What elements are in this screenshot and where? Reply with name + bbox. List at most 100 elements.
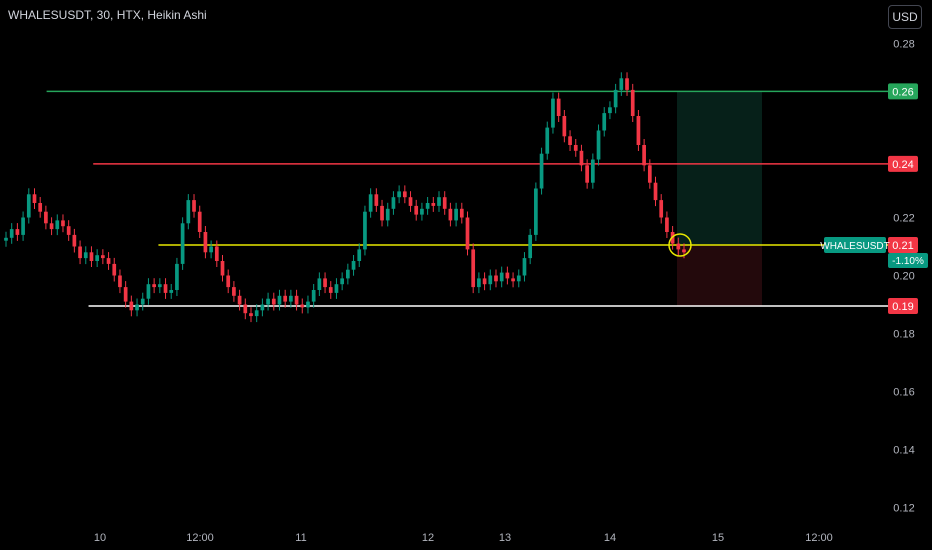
x-tick-label: 11	[295, 532, 306, 544]
candle-body	[169, 290, 174, 293]
candle-body	[408, 197, 413, 206]
candle-body	[528, 234, 533, 259]
support-price-text: 0.19	[892, 301, 913, 313]
change-tag-text: -1.10%	[892, 256, 924, 267]
candle-body	[232, 287, 236, 296]
support-price-tag	[888, 297, 918, 314]
candle-body	[78, 246, 82, 259]
x-tick-label: 12:00	[186, 532, 214, 544]
candle-body	[140, 298, 145, 305]
candle-body	[197, 211, 202, 232]
resistance-price-tag	[888, 155, 918, 172]
candle-body	[180, 223, 185, 264]
y-tick-label: 0.16	[893, 387, 914, 399]
candle-body	[203, 232, 208, 253]
candle-body	[254, 310, 259, 317]
candle-body	[55, 220, 60, 230]
candle-body	[146, 284, 151, 299]
candle-body	[271, 298, 276, 305]
candle-body	[351, 261, 356, 270]
entry-marker-circle	[668, 233, 692, 257]
candle-body	[488, 275, 493, 285]
take-profit-price-text: 0.26	[892, 86, 913, 98]
candle-body	[294, 295, 299, 305]
candle-body	[642, 145, 646, 166]
candle-body	[44, 211, 48, 224]
candle-body	[334, 284, 339, 293]
candle-body	[494, 275, 498, 282]
candle-body	[414, 205, 419, 215]
candle-body	[442, 197, 447, 209]
candle-body	[465, 217, 470, 250]
candle-body	[573, 145, 578, 151]
change-tag	[888, 253, 928, 269]
long-position-tool	[677, 91, 762, 306]
candle-body	[585, 165, 589, 183]
target-zone	[677, 91, 762, 246]
y-tick-label: 0.28	[893, 39, 914, 51]
candle-body	[665, 217, 669, 232]
candle-body	[226, 275, 231, 288]
candle-body	[306, 301, 310, 308]
y-tick-label: 0.18	[893, 329, 914, 341]
candle-body	[175, 263, 179, 290]
y-tick-label: 0.20	[893, 271, 914, 283]
entry-price-text: 0.21	[892, 240, 913, 252]
candle-body	[579, 150, 584, 166]
stop-zone	[677, 245, 762, 306]
x-tick-label: 10	[94, 532, 106, 544]
y-tick-label: 0.12	[893, 503, 914, 515]
candle-body	[317, 278, 322, 290]
candle-body	[363, 211, 367, 250]
candle-body	[397, 191, 401, 198]
take-profit-price-tag	[888, 83, 918, 100]
candle-body	[625, 78, 629, 90]
candle-body	[471, 249, 476, 288]
candle-body	[482, 278, 487, 285]
candle-body	[420, 208, 424, 215]
candle-body	[32, 194, 37, 203]
x-tick-label: 12	[422, 532, 434, 544]
candle-body	[192, 200, 196, 212]
candle-body	[72, 234, 77, 247]
candle-body	[505, 272, 510, 279]
candle-body	[300, 304, 305, 308]
candle-body	[49, 223, 54, 230]
candle-body	[676, 243, 681, 250]
symbol-tag	[824, 237, 886, 254]
candle-body	[357, 249, 362, 261]
candle-body	[61, 220, 65, 227]
candle-body	[511, 278, 515, 282]
candle-body	[323, 278, 327, 288]
candle-body	[157, 284, 162, 288]
candle-body	[613, 89, 618, 108]
candle-body	[653, 182, 658, 201]
candle-body	[568, 136, 572, 145]
candle-body	[448, 208, 453, 221]
candles	[4, 72, 686, 323]
candle-body	[123, 287, 128, 302]
candle-body	[619, 78, 624, 90]
candle-body	[647, 165, 652, 183]
resistance-price-text: 0.24	[892, 159, 913, 171]
candle-body	[9, 229, 14, 238]
candle-body	[214, 246, 219, 261]
candle-body	[66, 226, 71, 235]
candle-body	[374, 194, 379, 206]
candle-body	[596, 130, 601, 160]
candle-body	[682, 249, 686, 253]
candle-body	[106, 258, 111, 264]
currency-button[interactable]: USD	[888, 5, 922, 29]
candle-body	[477, 278, 481, 288]
candle-body	[283, 295, 288, 302]
candle-body	[608, 107, 612, 114]
candle-body	[425, 203, 430, 209]
candle-body	[328, 287, 333, 293]
candle-body	[534, 188, 538, 235]
candle-body	[345, 269, 350, 279]
candle-body	[135, 304, 139, 311]
candle-body	[237, 295, 242, 305]
candle-body	[101, 255, 105, 259]
candle-body	[499, 272, 504, 282]
